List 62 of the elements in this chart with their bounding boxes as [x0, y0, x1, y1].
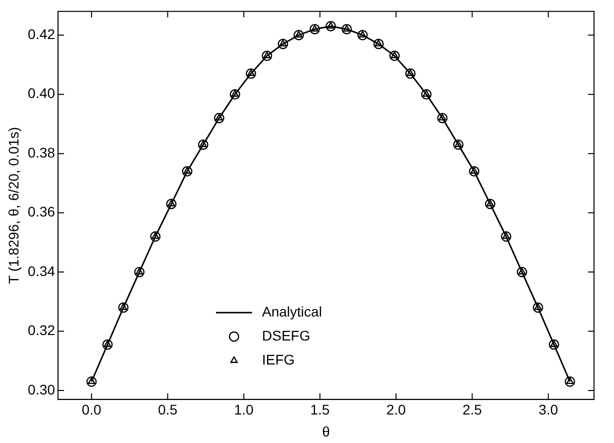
point [389, 50, 400, 62]
y-tick-label: 0.40 [28, 85, 56, 102]
point [102, 339, 113, 350]
point [294, 30, 304, 40]
x-tick-label: 2.5 [462, 402, 482, 418]
point [310, 24, 320, 34]
y-tick-label: 0.42 [28, 26, 56, 42]
point [214, 112, 224, 124]
point [136, 268, 144, 274]
point [421, 89, 432, 100]
point [470, 167, 478, 174]
y-tick-label: 0.30 [28, 381, 56, 398]
point [326, 21, 336, 32]
point [373, 38, 384, 50]
point [168, 200, 176, 206]
legend-label: DSEFG [262, 327, 310, 344]
point [231, 90, 239, 97]
y-tick-label: 0.38 [28, 144, 56, 160]
point [532, 302, 544, 313]
point [118, 302, 129, 313]
point [486, 200, 494, 206]
point [484, 198, 496, 210]
point [422, 90, 430, 97]
point [327, 22, 334, 29]
point [454, 140, 462, 148]
point [453, 139, 464, 150]
legend-label: IEFG [262, 351, 295, 368]
x-tick-label: 1.0 [234, 402, 254, 418]
x-tick-label: 0.0 [82, 402, 102, 418]
point [279, 40, 287, 46]
y-axis-title: T (1.8296, θ, 6/20, 0.01s) [5, 126, 22, 284]
point [468, 166, 480, 177]
point [278, 38, 288, 50]
point [134, 266, 145, 278]
x-axis-title: θ [322, 423, 330, 440]
point [534, 303, 542, 310]
point [246, 68, 256, 79]
y-tick-label: 0.34 [28, 262, 56, 279]
point [166, 198, 177, 210]
legend-label: Analytical [262, 303, 322, 320]
point [215, 114, 223, 120]
point [566, 377, 574, 384]
point [182, 166, 192, 177]
point [88, 377, 96, 384]
point [262, 50, 272, 62]
x-tick-label: 3.0 [538, 402, 558, 418]
point [311, 24, 318, 32]
point [230, 89, 240, 100]
point [86, 376, 97, 387]
point [564, 376, 576, 387]
point [390, 52, 398, 58]
point [183, 167, 191, 174]
point [263, 52, 271, 58]
point [120, 303, 128, 310]
y-tick-label: 0.32 [28, 322, 56, 338]
y-tick-label: 0.36 [28, 204, 56, 220]
x-tick-label: 2.0 [386, 402, 406, 418]
point [104, 340, 112, 348]
x-tick-label: 0.5 [158, 402, 178, 418]
point [374, 40, 382, 46]
x-tick-label: 1.5 [310, 402, 330, 418]
point [247, 69, 255, 76]
